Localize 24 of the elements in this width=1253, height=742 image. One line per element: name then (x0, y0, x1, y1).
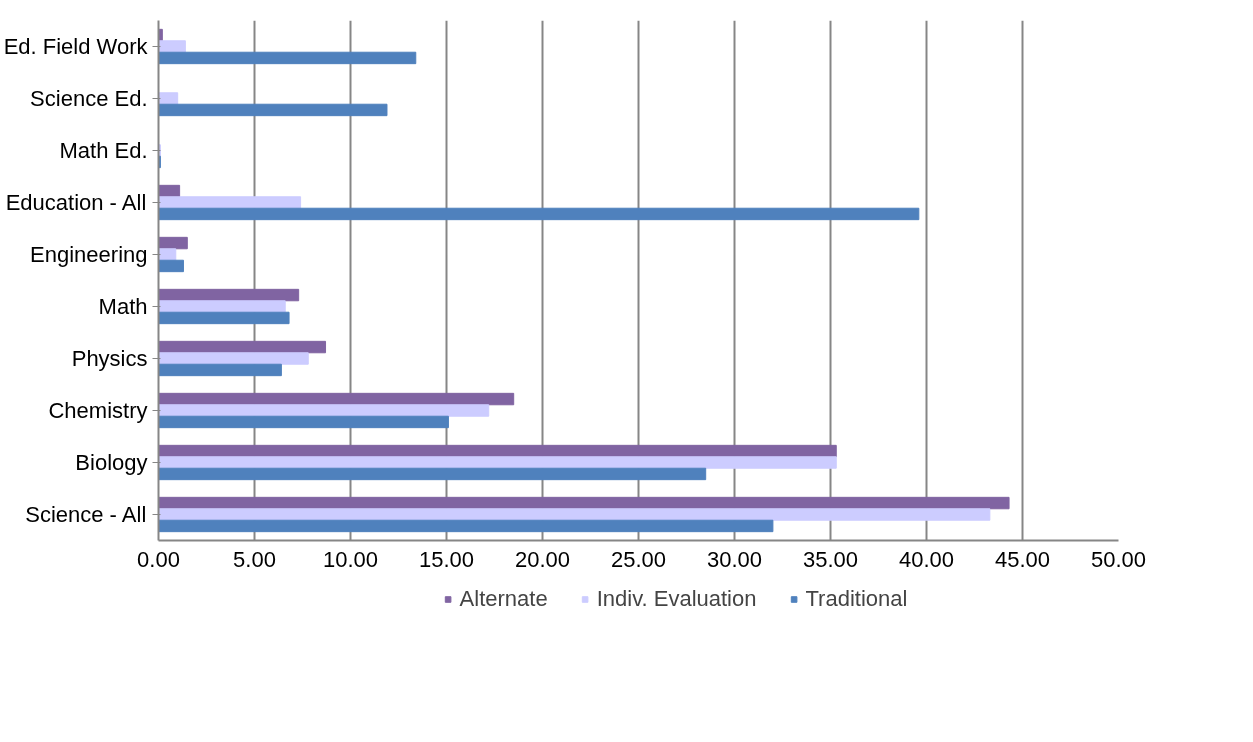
y-tick-label: Science - All (25, 502, 147, 527)
x-tick-label: 15.00 (418, 546, 475, 572)
x-tick-label: 20.00 (514, 546, 571, 572)
legend-label: Alternate (459, 586, 548, 612)
x-tick-label: 50.00 (1090, 546, 1147, 572)
legend-label: Indiv. Evaluation (596, 586, 757, 612)
x-tick-label: 40.00 (898, 546, 955, 572)
y-tick-label: Math (98, 294, 148, 319)
x-tick-label: 5.00 (233, 546, 276, 572)
x-tick-label: 10.00 (322, 546, 379, 572)
x-tick-label: 35.00 (802, 546, 859, 572)
x-tick-label: 0.00 (137, 546, 180, 572)
y-tick-label: Math Ed. (59, 138, 148, 163)
y-tick-label: Science Ed. (30, 86, 148, 111)
legend-label: Traditional (805, 586, 908, 612)
y-tick-label: Ed. Field Work (3, 34, 149, 59)
x-tick-label: 25.00 (610, 546, 667, 572)
y-tick-label: Biology (75, 450, 148, 475)
x-tick-label: 45.00 (994, 546, 1051, 572)
y-tick-label: Chemistry (48, 398, 148, 423)
y-tick-label: Engineering (30, 242, 148, 267)
x-tick-label: 30.00 (706, 546, 763, 572)
y-tick-label: Education - All (5, 190, 147, 215)
y-tick-label: Physics (71, 346, 148, 371)
